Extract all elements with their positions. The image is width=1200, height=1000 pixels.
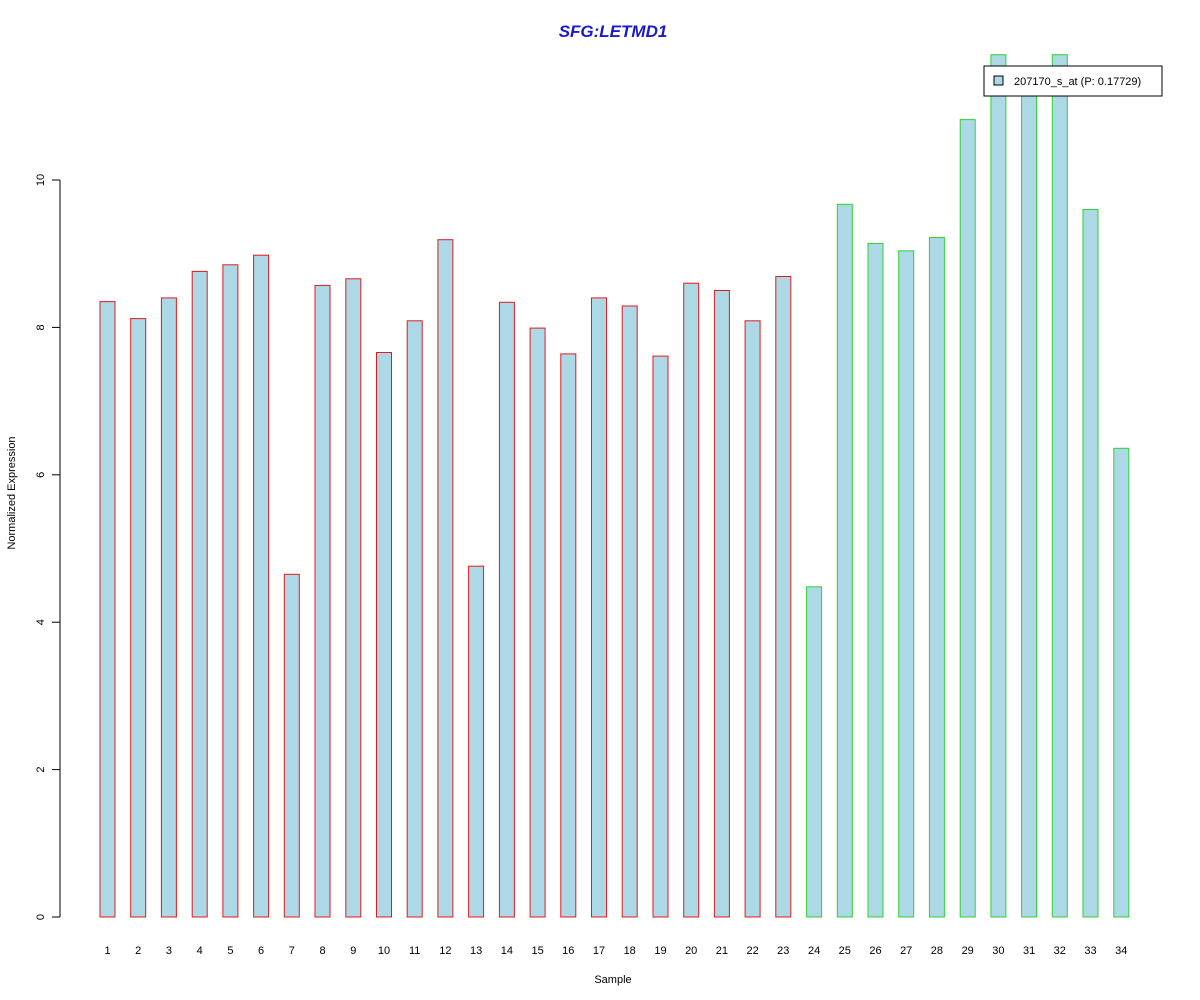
- x-tick-label: 34: [1115, 945, 1127, 957]
- bar-sample-11: [406, 320, 423, 918]
- bar-sample-28: [928, 237, 945, 918]
- bar-sample-22: [744, 320, 761, 918]
- bar-sample-26: [867, 242, 884, 918]
- legend: 207170_s_at (P: 0.17729): [983, 65, 1163, 97]
- x-tick-label: 21: [716, 945, 728, 957]
- x-tick-label: 8: [319, 945, 325, 957]
- x-tick-label: 30: [992, 945, 1004, 957]
- bar-sample-15: [529, 327, 546, 918]
- bar-sample-24: [806, 586, 823, 918]
- x-axis: 1 2 3 4 5 6 7 8 9 10 11 12 13 14 15 16 17 18 19 20 21 22 23 24 2…: [104, 945, 1127, 957]
- x-tick-label: 26: [869, 945, 881, 957]
- y-tick-label: 10: [35, 174, 47, 186]
- x-tick-label: 22: [746, 945, 758, 957]
- x-tick-label: 29: [962, 945, 974, 957]
- x-tick-label: 6: [258, 945, 264, 957]
- x-tick-label: 18: [624, 945, 636, 957]
- x-tick-label: 31: [1023, 945, 1035, 957]
- x-tick-label: 20: [685, 945, 697, 957]
- x-tick-label: 25: [839, 945, 851, 957]
- x-axis-label: Sample: [594, 974, 631, 986]
- bar-sample-1: [99, 301, 116, 918]
- x-tick-label: 27: [900, 945, 912, 957]
- y-tick-label: 8: [35, 324, 47, 330]
- bar-sample-27: [898, 250, 915, 918]
- bar-sample-14: [498, 301, 515, 918]
- x-tick-label: 10: [378, 945, 390, 957]
- bar-sample-6: [253, 254, 270, 918]
- y-axis: 0 2 4 6 8 10: [35, 174, 61, 920]
- x-tick-label: 1: [104, 945, 110, 957]
- bar-sample-23: [775, 276, 792, 918]
- x-tick-label: 13: [470, 945, 482, 957]
- x-tick-label: 33: [1084, 945, 1096, 957]
- bar-sample-25: [836, 203, 853, 918]
- x-tick-label: 14: [501, 945, 513, 957]
- bar-sample-10: [376, 352, 392, 918]
- bar-sample-12: [437, 239, 454, 918]
- y-tick-label: 2: [35, 767, 47, 773]
- x-tick-label: 3: [166, 945, 172, 957]
- bars-group: [99, 54, 1130, 918]
- x-tick-label: 28: [931, 945, 943, 957]
- bar-sample-33: [1082, 209, 1099, 918]
- bar-sample-18: [621, 305, 638, 918]
- x-tick-label: 9: [350, 945, 356, 957]
- bar-sample-29: [959, 119, 976, 918]
- x-tick-label: 24: [808, 945, 820, 957]
- x-tick-label: 17: [593, 945, 605, 957]
- bar-sample-9: [345, 278, 362, 918]
- y-axis-label: Normalized Expression: [6, 436, 18, 549]
- x-tick-label: 32: [1054, 945, 1066, 957]
- bar-sample-20: [683, 282, 700, 918]
- x-tick-label: 5: [227, 945, 233, 957]
- bar-sample-16: [560, 353, 577, 918]
- legend-box: [983, 65, 1163, 97]
- x-tick-label: 19: [654, 945, 666, 957]
- bar-sample-13: [468, 565, 485, 918]
- y-tick-label: 4: [35, 619, 47, 625]
- x-tick-label: 11: [409, 945, 420, 957]
- x-tick-label: 7: [289, 945, 295, 957]
- bar-sample-17: [591, 297, 607, 918]
- bar-sample-2: [130, 318, 147, 918]
- bar-sample-3: [160, 297, 177, 918]
- bar-sample-34: [1113, 447, 1130, 918]
- y-tick-label: 6: [35, 472, 47, 478]
- bar-sample-7: [283, 573, 300, 918]
- x-tick-label: 12: [439, 945, 451, 957]
- bar-sample-19: [652, 355, 669, 918]
- x-tick-label: 2: [135, 945, 141, 957]
- x-tick-label: 4: [197, 945, 203, 957]
- legend-swatch: [993, 75, 1004, 86]
- bar-sample-21: [713, 290, 730, 918]
- bar-sample-30: [990, 54, 1007, 918]
- y-tick-label: 0: [35, 914, 47, 920]
- legend-label: 207170_s_at (P: 0.17729): [1014, 76, 1141, 88]
- x-tick-label: 16: [562, 945, 574, 957]
- bar-sample-31: [1021, 94, 1038, 918]
- bar-sample-32: [1051, 54, 1068, 918]
- chart-title: SFG:LETMD1: [559, 22, 668, 41]
- x-tick-label: 15: [531, 945, 543, 957]
- bar-sample-8: [314, 284, 331, 918]
- bar-sample-4: [191, 270, 208, 918]
- bar-sample-5: [222, 264, 239, 918]
- x-tick-label: 23: [777, 945, 789, 957]
